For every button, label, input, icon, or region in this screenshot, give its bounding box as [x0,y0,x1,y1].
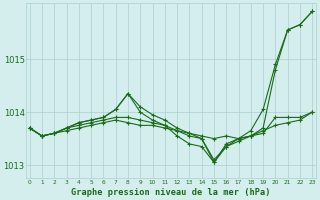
X-axis label: Graphe pression niveau de la mer (hPa): Graphe pression niveau de la mer (hPa) [71,188,271,197]
